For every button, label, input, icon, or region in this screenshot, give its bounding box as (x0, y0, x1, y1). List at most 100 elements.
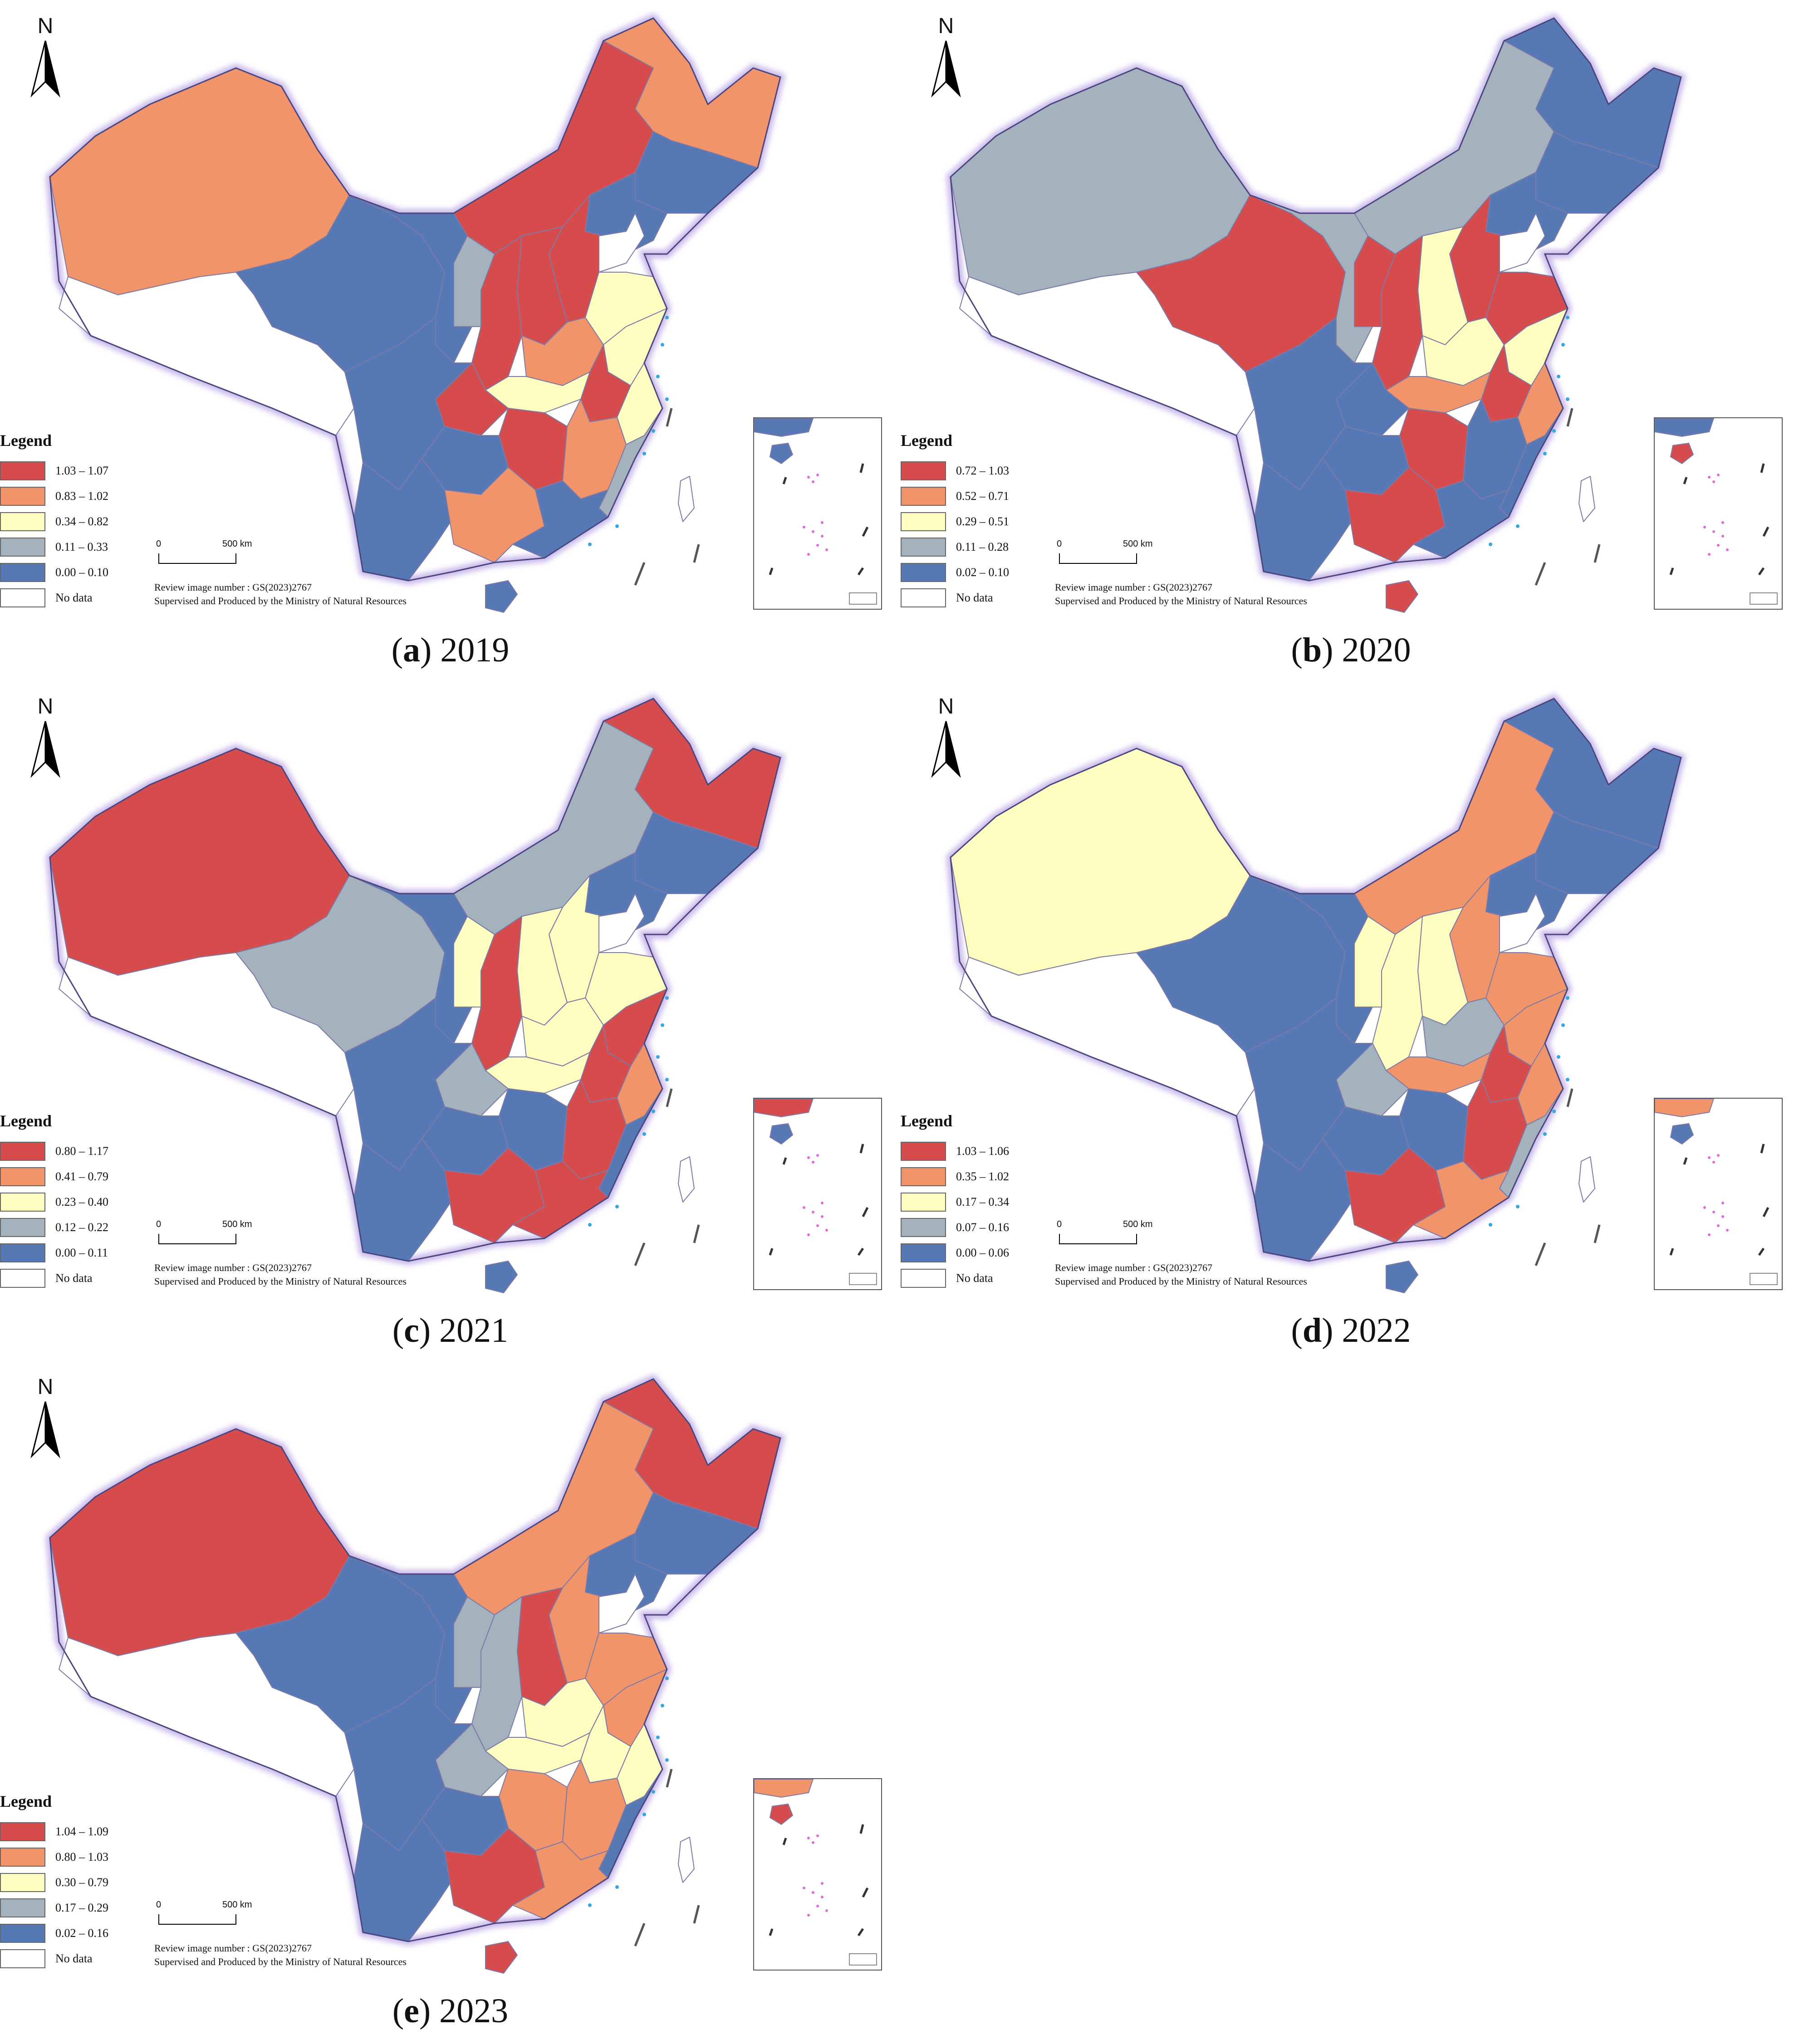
south-china-sea-inset (753, 1778, 882, 1971)
legend-item: 0.11 – 0.33 (0, 534, 191, 560)
inset-scale-box (849, 1273, 877, 1285)
producer-note: Supervised and Produced by the Ministry … (154, 1956, 407, 1967)
panel-letter: b (1302, 631, 1322, 669)
legend-label: 0.12 – 0.22 (55, 1221, 108, 1234)
panel-year: 2020 (1342, 631, 1411, 669)
scale-bar-line (158, 1234, 236, 1244)
legend-swatch (901, 563, 946, 582)
maritime-boundary-marks (1534, 408, 1601, 586)
panel-caption: (a) 2019 (391, 631, 510, 669)
scale-bar-line (1059, 553, 1137, 564)
producer-note: Supervised and Produced by the Ministry … (1055, 595, 1307, 606)
province-ningxia (453, 235, 495, 327)
scale-distance: 500 km (1123, 539, 1153, 549)
legend-item: 0.52 – 0.71 (901, 484, 1091, 509)
legend-item-no-data: No data (0, 585, 191, 611)
legend-label: 0.30 – 0.79 (55, 1876, 108, 1889)
bohai-sea (1499, 212, 1546, 273)
legend-item: 0.80 – 1.03 (0, 1844, 191, 1870)
legend-label: 0.72 – 1.03 (956, 464, 1009, 477)
map-credit: Review image number : GS(2023)2767 Superv… (154, 581, 563, 608)
national-border (950, 698, 1682, 1262)
legend-swatch (0, 1218, 45, 1237)
province-guangdong (1413, 480, 1509, 558)
map-legend: Legend 0.80 – 1.17 0.41 – 0.79 0.23 – 0.40 0… (0, 1111, 191, 1291)
legend-swatch (0, 1193, 45, 1212)
coastal-islands (588, 1677, 669, 1907)
inset-map (754, 1779, 877, 1966)
legend-swatch (0, 538, 45, 557)
north-arrow: N (928, 694, 973, 780)
review-number: Review image number : GS(2023)2767 (154, 1262, 312, 1273)
producer-note: Supervised and Produced by the Ministry … (154, 595, 407, 606)
inset-islands (1669, 463, 1770, 576)
north-arrow-icon (931, 40, 961, 98)
south-china-sea-inset (1654, 417, 1783, 610)
legend-item: 0.72 – 1.03 (901, 458, 1091, 484)
legend-item: 0.00 – 0.10 (0, 560, 191, 585)
north-arrow-icon (30, 721, 60, 778)
province-taiwan (1578, 1156, 1595, 1203)
legend-swatch (0, 1924, 45, 1943)
legend-swatch (0, 1269, 45, 1288)
inset-scale-box (1750, 1273, 1778, 1285)
inset-islands (769, 1824, 869, 1936)
legend-item-no-data: No data (901, 585, 1091, 611)
legend-title: Legend (0, 1792, 52, 1810)
legend-label: 0.29 – 0.51 (956, 515, 1009, 528)
north-arrow-icon (30, 1401, 60, 1458)
province-taiwan (678, 1837, 695, 1883)
inset-islands (1669, 1144, 1770, 1256)
legend-item: 1.03 – 1.07 (0, 458, 191, 484)
legend-label: 0.07 – 0.16 (956, 1221, 1009, 1234)
north-label: N (37, 1375, 54, 1399)
province-ningxia (1354, 235, 1396, 327)
north-label: N (938, 14, 954, 38)
north-arrow: N (27, 694, 73, 780)
legend-swatch (0, 1822, 45, 1841)
map-panel-b: N Legend 0.72 – 1.03 0.52 – 0.71 0.29 – 0.51… (901, 0, 1799, 680)
panel-year: 2019 (440, 631, 510, 669)
scale-zero: 0 (156, 1900, 162, 1910)
bohai-sea (598, 892, 645, 954)
map-panel-d: N Legend 1.03 – 1.06 0.35 – 1.02 0.17 – 0.34… (901, 680, 1799, 1361)
legend-swatch (901, 1193, 946, 1212)
legend-item: 0.12 – 0.22 (0, 1215, 191, 1240)
legend-label: 0.00 – 0.10 (55, 566, 108, 579)
inset-map (754, 1099, 877, 1285)
legend-swatch (0, 487, 45, 506)
china-choropleth-map (946, 13, 1686, 613)
legend-item: 0.34 – 0.82 (0, 509, 191, 534)
legend-item: 0.30 – 0.79 (0, 1870, 191, 1895)
legend-label: 0.34 – 0.82 (55, 515, 108, 528)
bohai-sea (1499, 892, 1546, 954)
maritime-boundary-marks (634, 1088, 700, 1266)
legend-swatch (901, 538, 946, 557)
legend-swatch (901, 512, 946, 531)
legend-item: 0.02 – 0.10 (901, 560, 1091, 585)
province-guangdong (512, 1841, 608, 1919)
scale-zero: 0 (1057, 539, 1062, 549)
panel-caption: (c) 2021 (392, 1311, 509, 1350)
inset-scale-box (1750, 592, 1778, 605)
map-credit: Review image number : GS(2023)2767 Superv… (154, 1941, 563, 1969)
province-guangdong (1413, 1161, 1509, 1239)
legend-label: 0.17 – 0.29 (55, 1901, 108, 1914)
province-taiwan (678, 1156, 695, 1203)
panel-caption: (e) 2023 (392, 1992, 509, 2030)
legend-swatch (0, 1167, 45, 1186)
legend-item: 0.41 – 0.79 (0, 1164, 191, 1189)
inset-map (1655, 1099, 1778, 1285)
map-panel-a: N Legend 1.03 – 1.07 0.83 – 1.02 0.34 – 0.82… (0, 0, 901, 680)
map-credit: Review image number : GS(2023)2767 Superv… (1055, 1261, 1463, 1288)
legend-label: No data (55, 591, 93, 604)
national-border (49, 1378, 781, 1942)
scale-distance: 500 km (222, 539, 252, 549)
legend-item: 0.35 – 1.02 (901, 1164, 1091, 1189)
legend-item: 0.80 – 1.17 (0, 1139, 191, 1164)
scale-bar: 0 500 km (154, 539, 290, 581)
inset-islands (769, 463, 869, 576)
north-arrow-icon (931, 721, 961, 778)
legend-item: 0.11 – 0.28 (901, 534, 1091, 560)
province-hainan (485, 1941, 518, 1974)
